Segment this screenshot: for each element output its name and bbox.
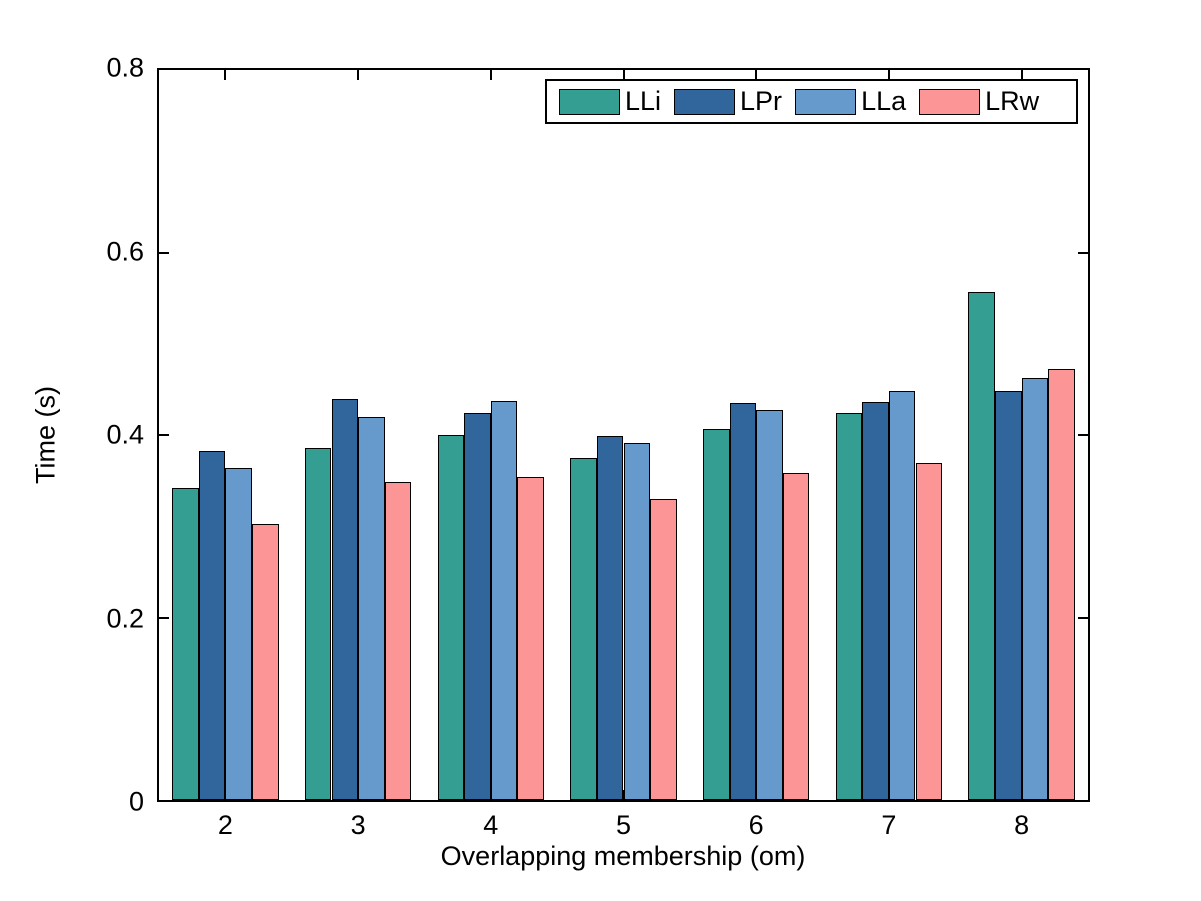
x-axis-title: Overlapping membership (om) [440,841,806,871]
bar-LLi-7 [835,413,863,800]
x-tick-label: 5 [615,810,632,840]
x-tick-bottom [224,790,227,800]
bar-LPr-5 [596,435,624,800]
x-tick-label: 2 [217,810,233,840]
bar-LLi-6 [703,428,730,800]
bar-LLa-3 [358,416,385,800]
bar-LLa-7 [888,391,916,800]
x-tick-bottom [755,790,758,800]
x-tick-label: 6 [748,810,764,840]
legend-entry-LLa: LLa [795,88,906,115]
plot-area [157,68,1090,802]
legend-label-LLa: LLa [861,86,907,116]
x-tick-top [755,70,758,80]
bar-LPr-4 [464,413,491,800]
bar-LRw-4 [517,477,544,800]
legend-swatch-LLa [795,88,857,115]
x-tick-top [1020,70,1023,80]
y-tick-right [1078,434,1088,436]
x-tick-top [622,70,625,80]
bar-LPr-2 [198,450,226,800]
legend-entry-LLi: LLi [559,88,661,115]
y-tick-right [1078,251,1088,254]
legend: LLi LPr LLa LRw [545,79,1078,124]
x-tick-top [489,70,492,80]
bar-LLi-2 [172,487,199,800]
bar-LPr-6 [729,403,757,800]
x-tick-bottom [357,790,360,800]
legend-entry-LRw: LRw [919,88,1039,115]
x-tick-top [357,70,360,80]
bar-LPr-3 [331,399,359,800]
bar-LLa-8 [1021,378,1049,800]
y-tick-label: 0.8 [106,52,144,83]
x-tick-bottom [887,790,890,800]
bar-LPr-7 [862,402,889,800]
bar-LLi-4 [437,435,465,800]
bar-LPr-8 [995,391,1022,800]
y-tick-label: 0.4 [106,419,144,450]
bar-LRw-8 [1048,369,1075,800]
legend-label-LLi: LLi [625,86,662,116]
x-tick-bottom [1020,790,1023,800]
x-tick-label: 8 [1014,810,1030,840]
bar-LLa-5 [623,443,651,800]
x-tick-label: 3 [350,810,366,840]
y-tick-left [159,251,169,254]
x-tick-bottom [489,790,492,800]
legend-swatch-LLi [559,88,620,115]
bar-LLa-2 [225,467,252,800]
bar-LRw-6 [782,473,810,800]
legend-label-LPr: LPr [740,86,783,116]
bar-LRw-3 [384,481,412,800]
legend-entry-LPr: LPr [674,88,782,115]
bar-LLi-3 [304,447,332,800]
x-tick-bottom [622,790,625,800]
legend-swatch-LRw [919,88,981,115]
bar-LRw-5 [650,498,677,800]
y-tick-label: 0 [128,786,144,817]
y-tick-left [159,616,169,619]
legend-swatch-LPr [674,88,736,115]
y-tick-left [159,434,169,436]
bar-LRw-7 [915,463,943,800]
x-tick-label: 4 [483,810,499,840]
bar-LLi-8 [968,291,995,800]
x-tick-top [224,70,227,80]
bar-LLa-6 [756,409,783,800]
legend-label-LRw: LRw [985,86,1040,116]
bar-LLi-5 [570,457,597,800]
bar-LLa-4 [490,401,518,800]
bar-LRw-2 [252,523,279,800]
y-tick-label: 0.6 [106,236,144,266]
y-tick-label: 0.2 [106,603,144,633]
x-tick-top [887,70,890,80]
y-tick-right [1078,616,1088,619]
x-tick-label: 7 [881,810,897,840]
